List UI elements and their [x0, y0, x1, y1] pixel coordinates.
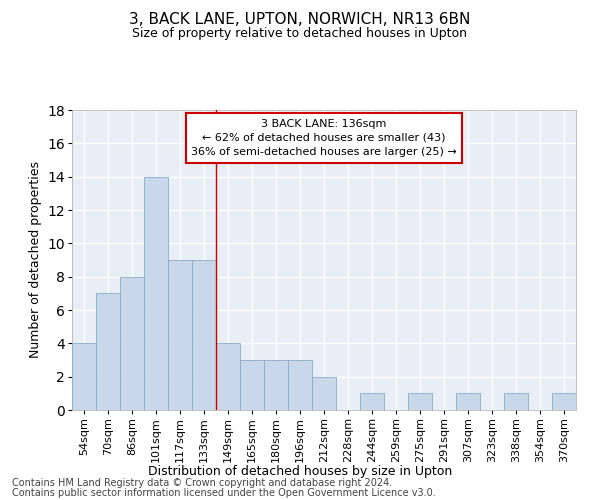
Text: Contains HM Land Registry data © Crown copyright and database right 2024.: Contains HM Land Registry data © Crown c… — [12, 478, 392, 488]
Bar — [192, 260, 216, 410]
Bar — [240, 360, 264, 410]
Bar — [216, 344, 240, 410]
Text: 3 BACK LANE: 136sqm
← 62% of detached houses are smaller (43)
36% of semi-detach: 3 BACK LANE: 136sqm ← 62% of detached ho… — [191, 119, 457, 157]
Text: Distribution of detached houses by size in Upton: Distribution of detached houses by size … — [148, 465, 452, 478]
Text: Contains public sector information licensed under the Open Government Licence v3: Contains public sector information licen… — [12, 488, 436, 498]
Bar — [264, 360, 288, 410]
Bar — [120, 276, 144, 410]
Bar — [360, 394, 384, 410]
Bar — [312, 376, 336, 410]
Bar — [456, 394, 480, 410]
Text: 3, BACK LANE, UPTON, NORWICH, NR13 6BN: 3, BACK LANE, UPTON, NORWICH, NR13 6BN — [130, 12, 470, 28]
Bar — [168, 260, 192, 410]
Text: Size of property relative to detached houses in Upton: Size of property relative to detached ho… — [133, 28, 467, 40]
Bar — [504, 394, 528, 410]
Bar — [72, 344, 96, 410]
Bar — [408, 394, 432, 410]
Bar — [288, 360, 312, 410]
Bar — [552, 394, 576, 410]
Bar — [144, 176, 168, 410]
Bar — [96, 294, 120, 410]
Y-axis label: Number of detached properties: Number of detached properties — [29, 162, 42, 358]
